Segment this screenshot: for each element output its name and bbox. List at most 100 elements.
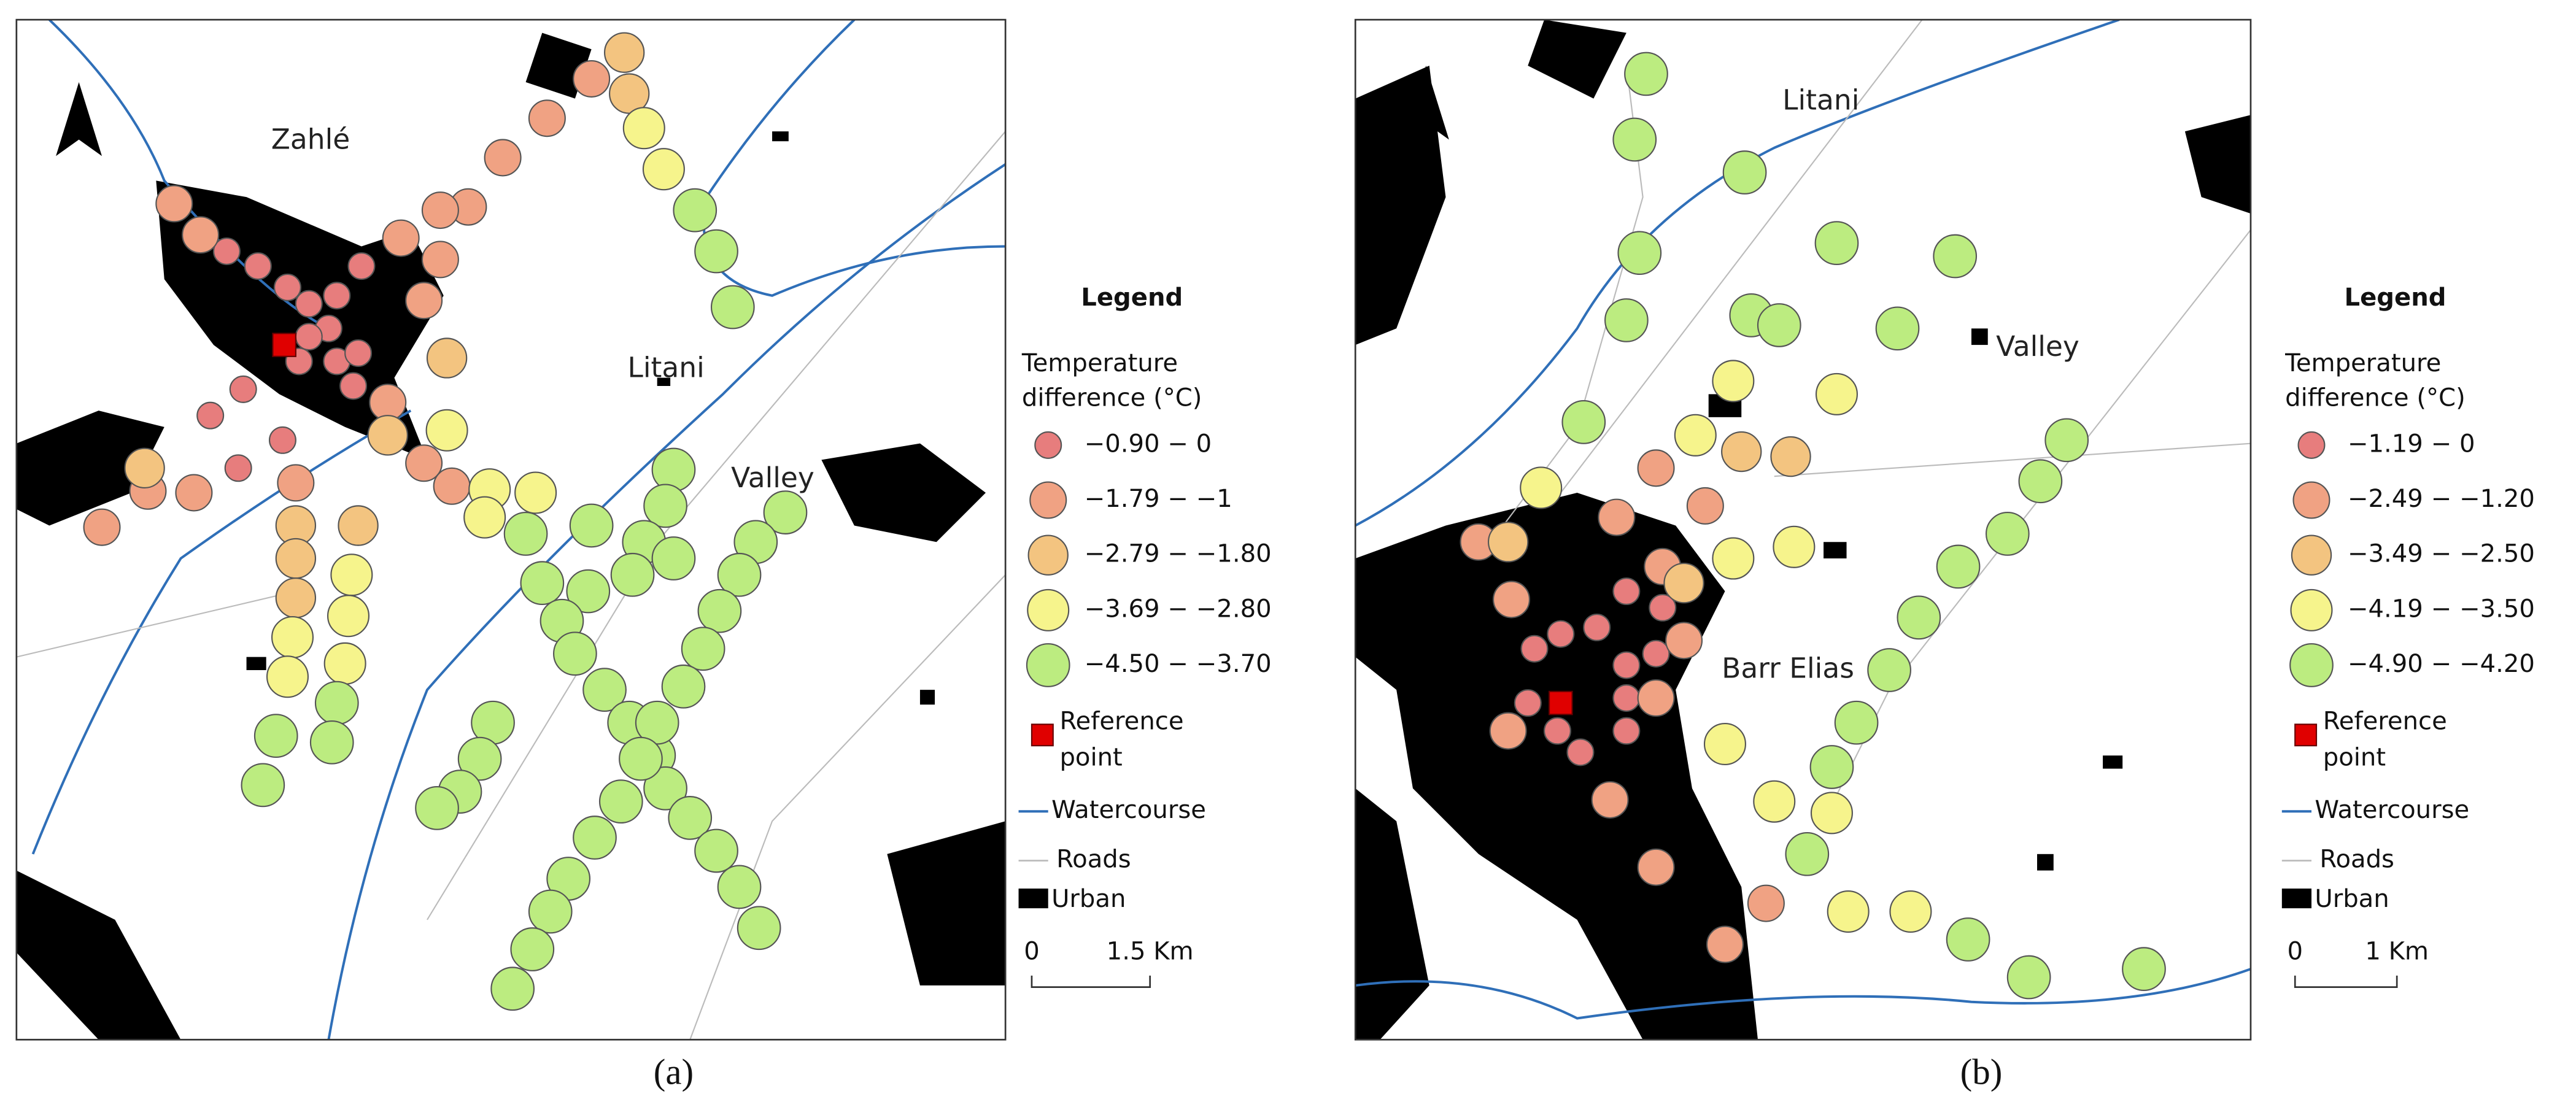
temperature-point: [1889, 890, 1932, 933]
map-label: Litani: [1782, 83, 1859, 116]
temperature-point: [1598, 498, 1636, 536]
temperature-point: [510, 927, 555, 971]
temperature-point: [2006, 955, 2051, 1000]
legend-swatch: [1027, 534, 1069, 576]
temperature-point: [425, 409, 468, 452]
legend-label: Watercourse: [2315, 796, 2469, 824]
temperature-point: [405, 282, 443, 320]
temperature-point: [1834, 700, 1879, 745]
temperature-point: [2018, 459, 2063, 504]
map-b: Litani Valley Barr Elias: [1355, 20, 2251, 1040]
temperature-point: [273, 273, 301, 301]
temperature-point: [668, 796, 713, 840]
temperature-point: [1703, 722, 1746, 766]
temperature-point: [1665, 622, 1703, 660]
legend-label: Roads: [1056, 846, 1131, 874]
temperature-point: [182, 216, 220, 254]
legend-swatch: [2281, 889, 2311, 909]
temperature-point: [457, 736, 502, 781]
temperature-point: [528, 889, 573, 934]
temperature-point: [415, 786, 459, 830]
temperature-point: [1674, 414, 1717, 457]
scale-label: 0: [2287, 937, 2303, 965]
temperature-point: [1520, 634, 1549, 663]
temperature-point: [1612, 117, 1657, 162]
legend-swatch: [2290, 588, 2333, 631]
temperature-point: [344, 339, 373, 367]
temperature-point: [710, 285, 755, 330]
legend-swatch: [2294, 723, 2318, 747]
temperature-point: [643, 484, 687, 528]
temperature-point: [697, 588, 742, 633]
temperature-point: [330, 554, 373, 596]
temperature-point: [241, 763, 285, 808]
caption: (a): [654, 1052, 694, 1092]
temperature-point: [490, 966, 535, 1011]
legend-label: −0.90 − 0: [1085, 430, 1212, 458]
temperature-point: [661, 664, 706, 709]
legend-label: point: [2323, 744, 2386, 772]
temperature-point: [1492, 580, 1531, 619]
legend-swatch: [2297, 431, 2326, 459]
legend-label: −2.79 − −1.80: [1085, 540, 1272, 568]
temperature-point: [338, 505, 379, 546]
temperature-point: [569, 503, 614, 548]
temperature-point: [124, 447, 165, 489]
map-label: Barr Elias: [1722, 652, 1854, 685]
temperature-point: [224, 454, 252, 482]
temperature-point: [175, 474, 213, 512]
legend-swatch: [2289, 643, 2334, 687]
legend-subtitle: Temperature: [1021, 349, 1178, 377]
temperature-point: [1827, 890, 1870, 933]
legend-swatch: [1018, 889, 1048, 909]
temperature-point: [484, 139, 522, 177]
temperature-point: [635, 700, 679, 745]
legend-swatch: [2291, 534, 2332, 576]
temperature-point: [643, 766, 687, 811]
temperature-point: [1773, 525, 1816, 568]
temperature-point: [463, 496, 506, 539]
temperature-point: [603, 32, 645, 73]
temperature-point: [1561, 400, 1606, 444]
temperature-point: [266, 655, 309, 698]
temperature-point: [503, 512, 548, 556]
temperature-point: [1566, 738, 1595, 766]
temperature-point: [622, 107, 665, 150]
legend-swatch: [1029, 481, 1067, 519]
temperature-point: [1722, 150, 1767, 195]
legend-title: Legend: [1081, 284, 1183, 312]
legend-label: Watercourse: [1051, 796, 1206, 824]
legend-label: Reference: [2323, 708, 2447, 736]
temperature-point: [275, 538, 317, 579]
map-label: Valley: [1996, 330, 2079, 363]
temperature-point: [1624, 52, 1668, 96]
temperature-point: [275, 577, 317, 619]
temperature-point: [610, 552, 655, 597]
temperature-point: [1637, 679, 1675, 717]
temperature-point: [1867, 648, 1911, 692]
temperature-point: [1809, 745, 1854, 789]
temperature-point: [1547, 620, 1575, 648]
temperature-point: [1897, 595, 1941, 640]
legend-label: −2.49 − −1.20: [2348, 485, 2535, 513]
temperature-point: [347, 252, 376, 280]
temperature-point: [1770, 436, 1811, 477]
temperature-point: [1612, 651, 1641, 679]
temperature-point: [327, 595, 370, 638]
temperature-point: [1487, 522, 1529, 563]
temperature-point: [514, 471, 557, 514]
temperature-point: [2122, 947, 2166, 992]
temperature-point: [651, 536, 696, 580]
temperature-point: [1583, 613, 1611, 641]
legend-swatch: [2292, 481, 2330, 519]
temperature-point: [1712, 360, 1755, 403]
legend-swatch: [1026, 643, 1070, 687]
temperature-point: [573, 816, 617, 860]
temperature-point: [763, 490, 808, 534]
temperature-point: [1810, 792, 1853, 835]
temperature-point: [421, 241, 459, 279]
temperature-point: [1946, 917, 1990, 962]
scale-label: 0: [1024, 937, 1040, 965]
temperature-point: [1785, 831, 1830, 876]
